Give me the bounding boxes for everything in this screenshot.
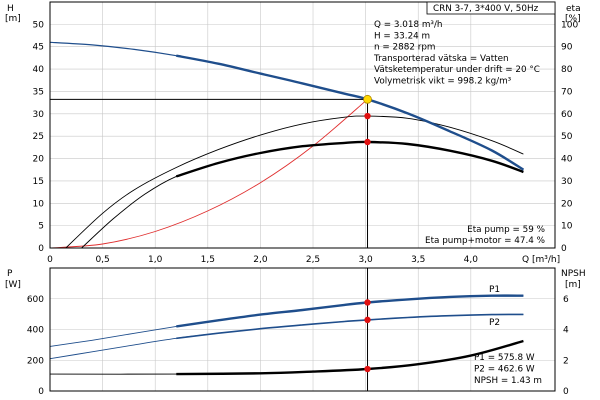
npsh-marker [364,365,371,373]
p-tick-label: 200 [27,356,44,366]
y-right-label: eta [566,4,581,14]
npsh-curve-duty [176,339,524,376]
p2-marker [364,316,371,324]
power-line: P1 = 575.8 W [474,353,535,363]
y-right-tick-label: 80 [561,65,573,75]
y-left-tick-label: 5 [38,222,44,232]
x-tick-label: 0 [47,255,53,265]
y-left-tick-label: 10 [33,199,45,209]
eta-pump-motor-marker [364,138,371,146]
p-tick-label: 0 [38,387,44,397]
info-line: H = 33.24 m [374,31,430,41]
operating-info: Q = 3.018 m³/hH = 33.24 m n = 2882 rpmTra… [373,20,540,87]
y-left-tick-label: 45 [33,43,44,53]
npsh-tick-label: 0 [563,387,569,397]
x-axis-label: Q [m³/h] [522,255,560,265]
eta-pump-marker [364,112,371,120]
x-tick-label: 3,0 [358,255,373,265]
power-npsh-panel: 0 200 400 600 0 2 4 6 P [W] NPSH [m] P1 P2 P1 =… [5,267,586,397]
x-tick-label: 3,5 [411,255,425,265]
y-right-tick-label: 70 [561,87,573,97]
y-left-tick-label: 0 [38,244,44,254]
y-left-tick-label: 30 [33,110,45,120]
title-box [426,1,556,15]
info-line: Q = 3.018 m³/h [374,20,443,30]
y-right-tick-label: 20 [561,199,573,209]
x-tick-label: 4,0 [464,255,479,265]
y-right-tick-label: 100 [561,20,578,30]
y-left-tick-label: 20 [33,155,45,165]
npsh-tick-label: 4 [563,326,569,336]
y-left-label: H [7,4,14,14]
bottom-ticks: 0 200 400 600 0 2 4 6 [27,295,569,397]
top-grid [49,2,555,249]
x-tick-label: 1,0 [148,255,163,265]
top-curves [49,41,525,249]
p2-curve [49,313,524,360]
head-efficiency-panel: 0 0,5 1,0 1,5 2,0 2,5 3,0 3,5 4,0 0 5 10 15 20 25 30 35 4… [5,1,581,265]
y-left-tick-label: 40 [33,65,45,75]
y-left-tick-label: 50 [33,20,45,30]
bottom-plot-frame [49,267,556,392]
y-right-tick-label: 50 [561,132,573,142]
x-tick-label: 2,5 [306,255,320,265]
p-axis-label: P [7,269,13,279]
npsh-tick-label: 2 [563,356,569,366]
info-line: n = 2882 rpm [374,43,436,53]
x-tick-label: 0,5 [95,255,109,265]
eta-line: Eta pump = 59 % [467,225,545,235]
y-left-unit: [m] [5,14,21,24]
y-left-tick-label: 25 [33,132,44,142]
p1-curve [49,295,524,347]
npsh-axis-unit: [m] [565,280,581,290]
p-axis-unit: [W] [5,280,21,290]
series-label-p2: P2 [489,318,500,328]
operating-point-marker [363,94,372,104]
power-line: P2 = 462.6 W [474,365,535,375]
eta-pump-motor-curve [81,141,524,249]
eta-pump-curve [65,115,524,249]
info-line: Transporterad vätska = Vatten [373,54,509,64]
p-tick-label: 600 [27,295,44,305]
y-left-tick-label: 35 [33,87,44,97]
head-curve-duty [176,54,525,171]
y-right-tick-label: 90 [561,43,573,53]
npsh-tick-label: 6 [563,295,569,305]
power-line: NPSH = 1.43 m [474,376,542,386]
y-right-tick-label: 10 [561,222,573,232]
y-right-tick-label: 0 [561,244,567,254]
info-line: Volymetrisk vikt = 998.2 kg/m³ [374,77,512,87]
p1-marker [364,299,371,306]
x-tick-label: 2,0 [253,255,268,265]
bottom-curves [49,268,524,391]
npsh-curve [49,340,524,375]
top-ticks: 0 0,5 1,0 1,5 2,0 2,5 3,0 3,5 4,0 0 5 10 15 20 25 30 35 4… [33,20,579,265]
chart-header-title: CRN 3-7, 3*400 V, 50Hz [433,4,539,14]
y-right-tick-label: 30 [561,177,573,187]
top-plot-frame [49,1,556,249]
eta-pump-motor-curve-duty [175,140,524,178]
p2-curve-duty [176,313,524,340]
series-label-p1: P1 [489,285,500,295]
info-line: Vätsketemperatur under drift = 20 °C [374,65,540,75]
y-right-tick-label: 40 [561,155,573,165]
efficiency-info: Eta pump = 59 %Eta pump+motor = 47.4 % [425,225,545,246]
p-tick-label: 400 [27,326,44,336]
x-tick-label: 1,5 [201,255,215,265]
p1-curve-duty [176,294,524,328]
eta-line: Eta pump+motor = 47.4 % [425,236,545,246]
y-left-tick-label: 15 [33,177,44,187]
y-right-tick-label: 60 [561,110,573,120]
y-right-unit: [%] [565,14,581,24]
npsh-axis-label: NPSH [561,269,586,279]
